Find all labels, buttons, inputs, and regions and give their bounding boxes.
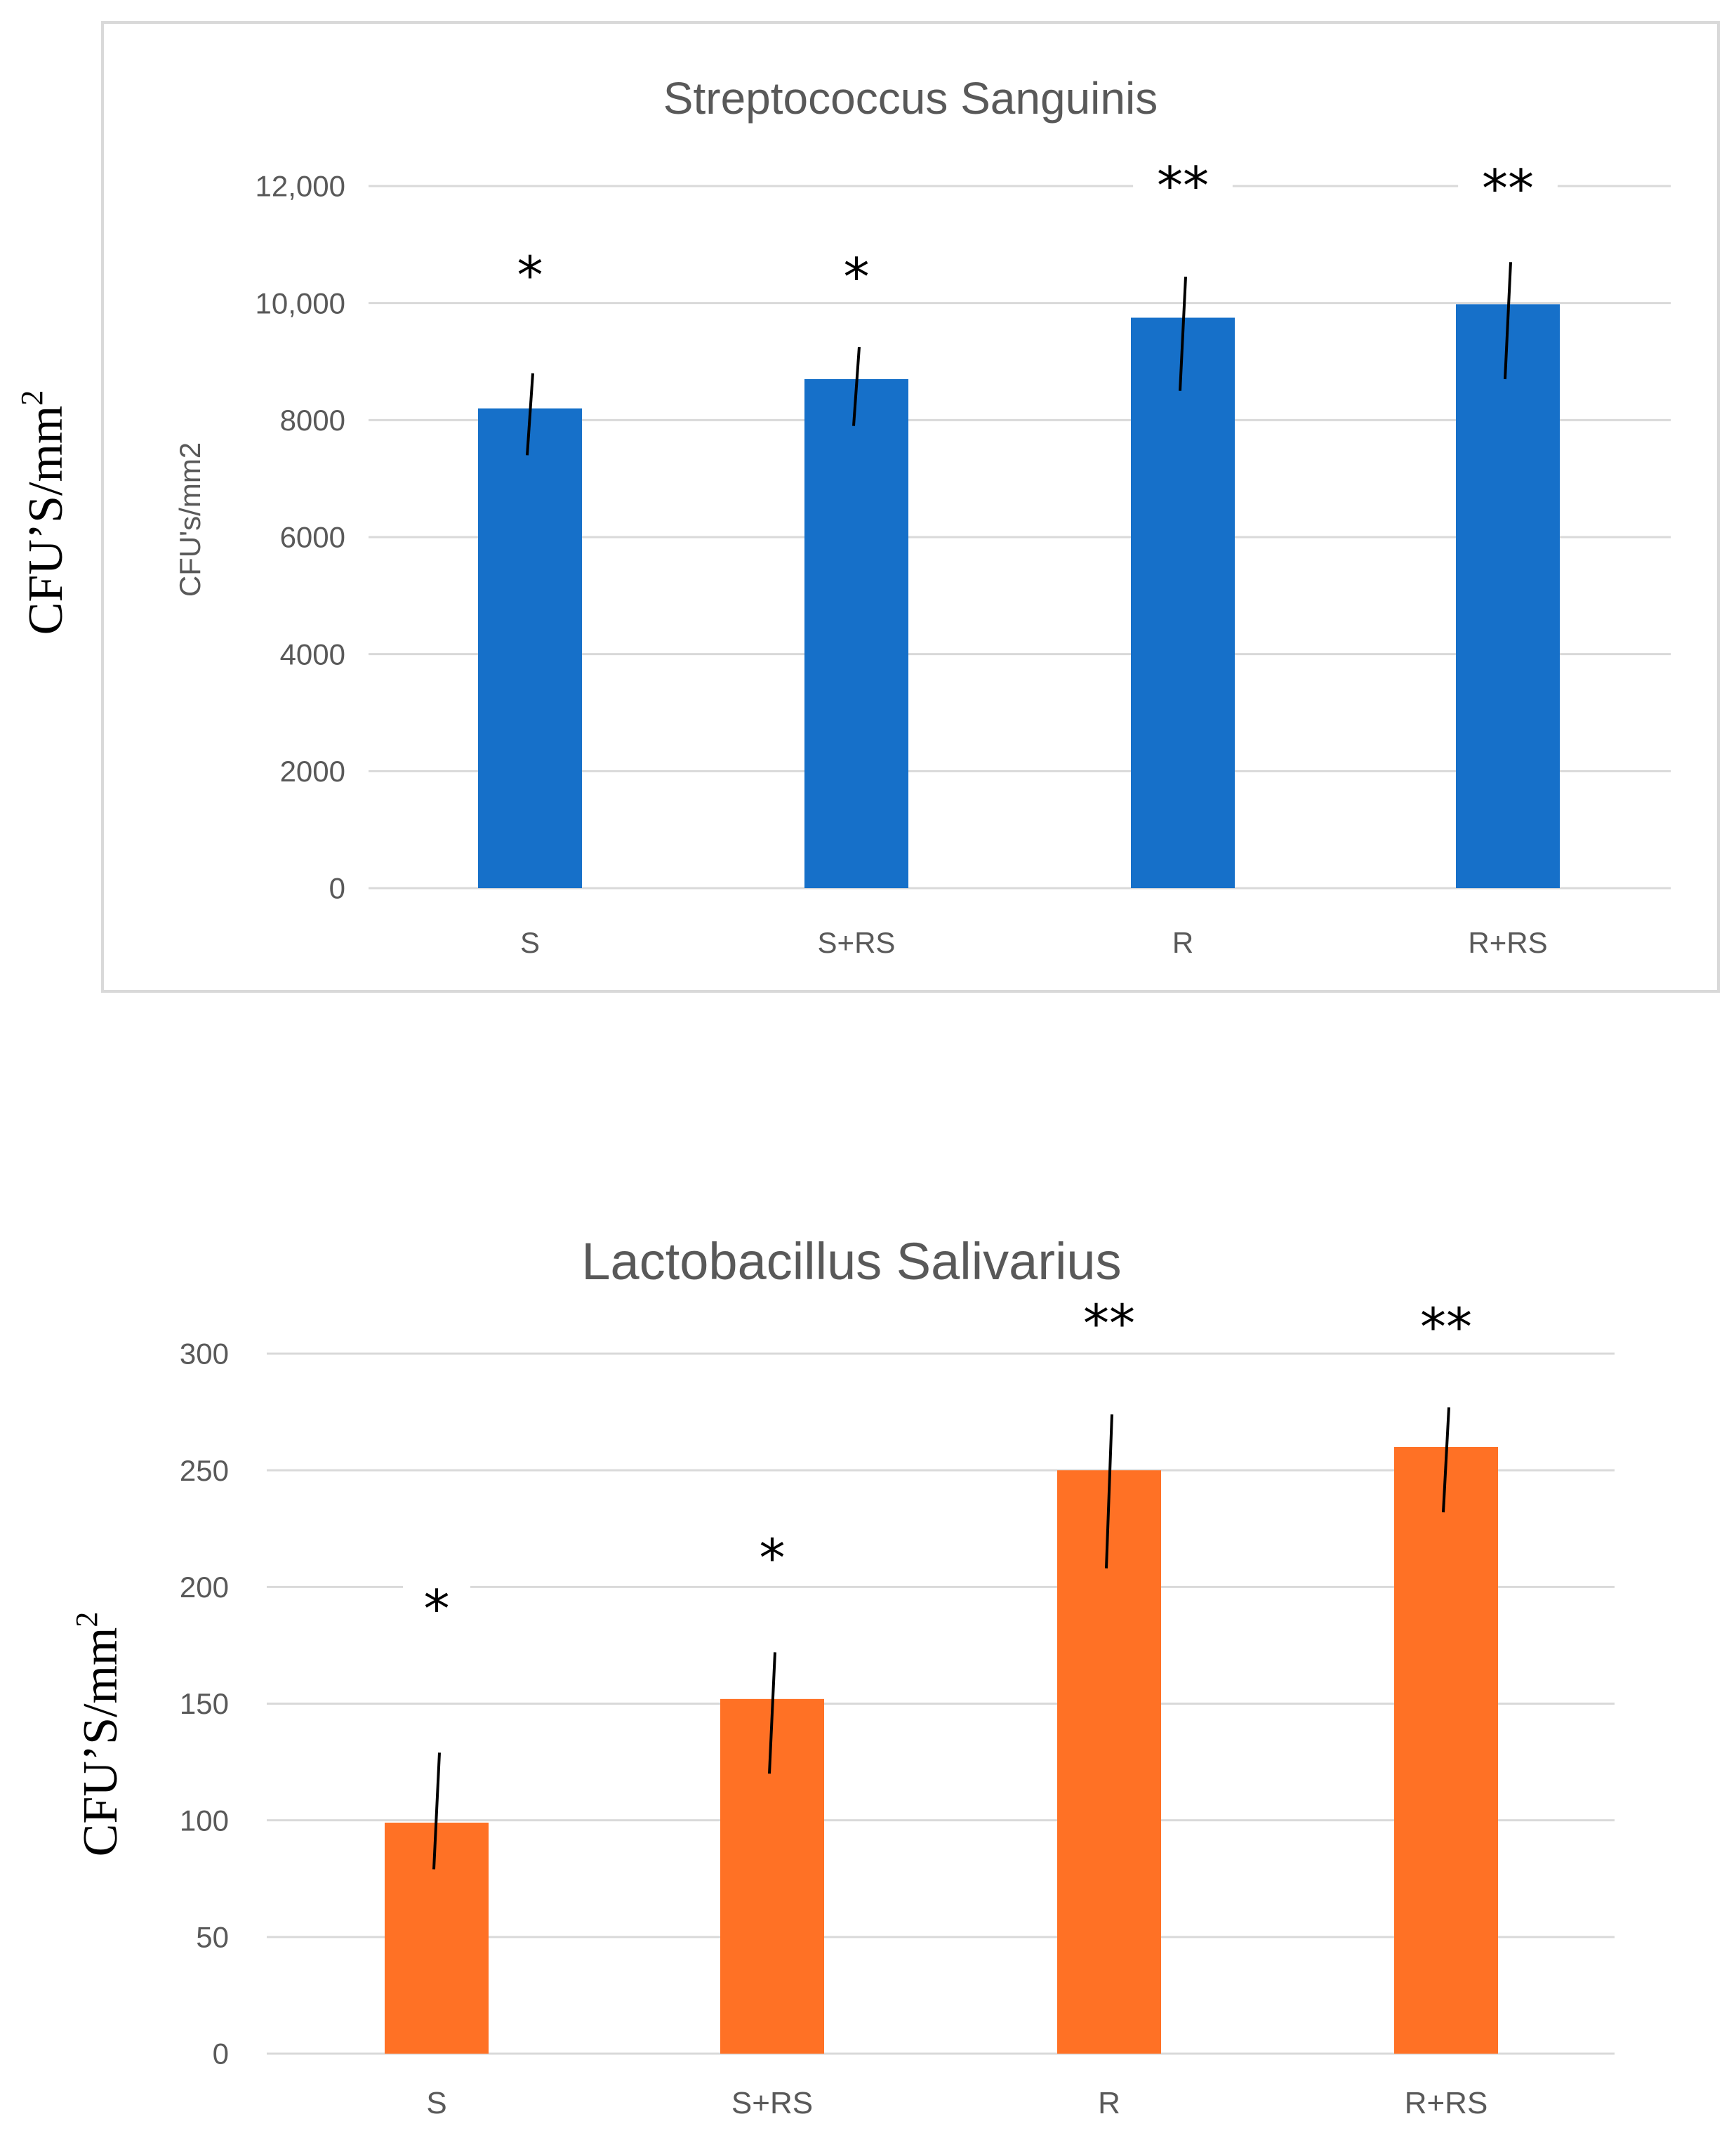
y-axis-label: CFU's/mm2 bbox=[173, 442, 206, 597]
y-tick-label: 100 bbox=[180, 1804, 229, 1837]
error-bar bbox=[1504, 262, 1512, 380]
bars bbox=[478, 304, 1560, 888]
chart-title: Lactobacillus Salivarius bbox=[581, 1232, 1121, 1290]
y-tick-label: 0 bbox=[213, 2037, 229, 2070]
x-tick-label: R bbox=[1172, 926, 1193, 959]
bar-s bbox=[385, 1822, 489, 2054]
significance-marker: ** bbox=[1482, 159, 1534, 219]
outer-y-axis-label: CFU’S/mm2 bbox=[15, 390, 73, 635]
significance-backdrop bbox=[1059, 1294, 1159, 1336]
x-tick-label: S+RS bbox=[818, 926, 896, 959]
significance-backdrop bbox=[1133, 157, 1233, 199]
chart-frame bbox=[101, 21, 1720, 993]
y-tick-label: 50 bbox=[196, 1921, 229, 1954]
significance-marker: * bbox=[760, 1528, 786, 1588]
x-tick-label: S+RS bbox=[731, 2086, 813, 2120]
bar-r-plus-rs bbox=[1456, 304, 1560, 888]
error-bar bbox=[526, 373, 534, 456]
y-tick-label: 8000 bbox=[280, 404, 345, 437]
significance-marker: ** bbox=[1157, 156, 1209, 216]
outer-y-axis-label-text: CFU’S/mm bbox=[74, 1627, 128, 1857]
bar-r bbox=[1131, 317, 1235, 888]
outer-y-axis-label-superscript: 2 bbox=[15, 390, 49, 406]
error-bar bbox=[1105, 1414, 1113, 1568]
x-tick-labels: S S+RS R R+RS bbox=[426, 2086, 1487, 2120]
outer-y-axis-label-text: CFU’S/mm bbox=[19, 406, 73, 635]
y-tick-labels: 0 50 100 150 200 250 300 bbox=[180, 1338, 229, 2070]
x-tick-label: S bbox=[520, 926, 540, 959]
significance-backdrop bbox=[1396, 1297, 1496, 1340]
y-tick-label: 200 bbox=[180, 1571, 229, 1604]
significance-backdrop bbox=[823, 248, 890, 290]
significance-marker: * bbox=[424, 1579, 450, 1639]
y-tick-label: 150 bbox=[180, 1687, 229, 1720]
error-bar bbox=[1442, 1407, 1450, 1513]
bar-s bbox=[478, 408, 582, 888]
y-tick-label: 300 bbox=[180, 1338, 229, 1370]
error-bars bbox=[526, 262, 1512, 456]
error-bar bbox=[432, 1752, 441, 1870]
error-bar bbox=[768, 1652, 776, 1774]
significance-marker: ** bbox=[1420, 1297, 1472, 1357]
y-tick-label: 2000 bbox=[280, 755, 345, 788]
error-bars bbox=[432, 1407, 1450, 1870]
bar-r bbox=[1057, 1470, 1161, 2054]
chart-title: Streptococcus Sanguinis bbox=[663, 73, 1158, 124]
x-tick-label: S bbox=[426, 2086, 446, 2120]
x-tick-label: R+RS bbox=[1405, 2086, 1488, 2120]
grid-lines bbox=[369, 185, 1671, 890]
significance-marker: * bbox=[844, 247, 870, 308]
significance-markers: ****** bbox=[496, 156, 1558, 308]
significance-backdrop bbox=[403, 1580, 470, 1622]
y-tick-label: 4000 bbox=[280, 638, 345, 671]
lactobacillus-chart: Lactobacillus Salivarius CFU’S/mm2 0 50 10… bbox=[69, 1232, 1615, 2120]
outer-y-axis-label: CFU’S/mm2 bbox=[69, 1612, 128, 1857]
error-bar bbox=[1179, 277, 1187, 391]
y-tick-labels: 0 2000 4000 6000 8000 10,000 12,000 bbox=[256, 170, 345, 905]
significance-marker: * bbox=[517, 246, 543, 306]
y-tick-label: 250 bbox=[180, 1454, 229, 1487]
outer-y-axis-label-superscript: 2 bbox=[69, 1612, 104, 1627]
bar-r-plus-rs bbox=[1394, 1446, 1498, 2054]
grid-lines bbox=[267, 1352, 1615, 2055]
significance-backdrop bbox=[496, 246, 564, 289]
bar-s-plus-rs bbox=[720, 1698, 824, 2054]
error-bar bbox=[852, 347, 861, 426]
y-tick-label: 6000 bbox=[280, 521, 345, 554]
x-tick-labels: S S+RS R R+RS bbox=[520, 926, 1548, 959]
y-tick-label: 12,000 bbox=[256, 170, 345, 203]
bars bbox=[385, 1446, 1498, 2054]
significance-marker: ** bbox=[1083, 1293, 1135, 1354]
x-tick-label: R+RS bbox=[1468, 926, 1547, 959]
significance-backdrop bbox=[738, 1528, 806, 1571]
x-tick-label: R bbox=[1098, 2086, 1120, 2120]
y-tick-label: 10,000 bbox=[256, 286, 345, 319]
y-tick-label: 0 bbox=[329, 872, 345, 905]
significance-backdrop bbox=[1458, 159, 1558, 202]
streptococcus-chart: Streptococcus Sanguinis CFU's/mm2 CFU’S/… bbox=[15, 21, 1720, 993]
significance-markers: ****** bbox=[403, 1293, 1496, 1639]
bar-s-plus-rs bbox=[804, 379, 908, 888]
